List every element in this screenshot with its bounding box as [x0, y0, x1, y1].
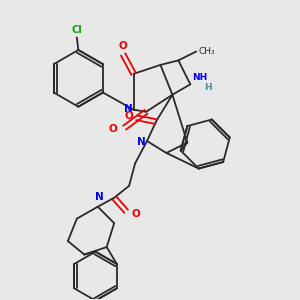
Text: N: N — [137, 136, 146, 147]
Text: Cl: Cl — [71, 25, 82, 35]
Text: O: O — [119, 41, 128, 51]
Text: O: O — [131, 208, 140, 219]
Text: N: N — [124, 104, 133, 114]
Text: H: H — [204, 83, 212, 92]
Text: O: O — [108, 124, 117, 134]
Text: O: O — [124, 111, 133, 121]
Text: CH₃: CH₃ — [199, 47, 215, 56]
Text: N: N — [95, 192, 103, 202]
Text: NH: NH — [192, 73, 207, 82]
